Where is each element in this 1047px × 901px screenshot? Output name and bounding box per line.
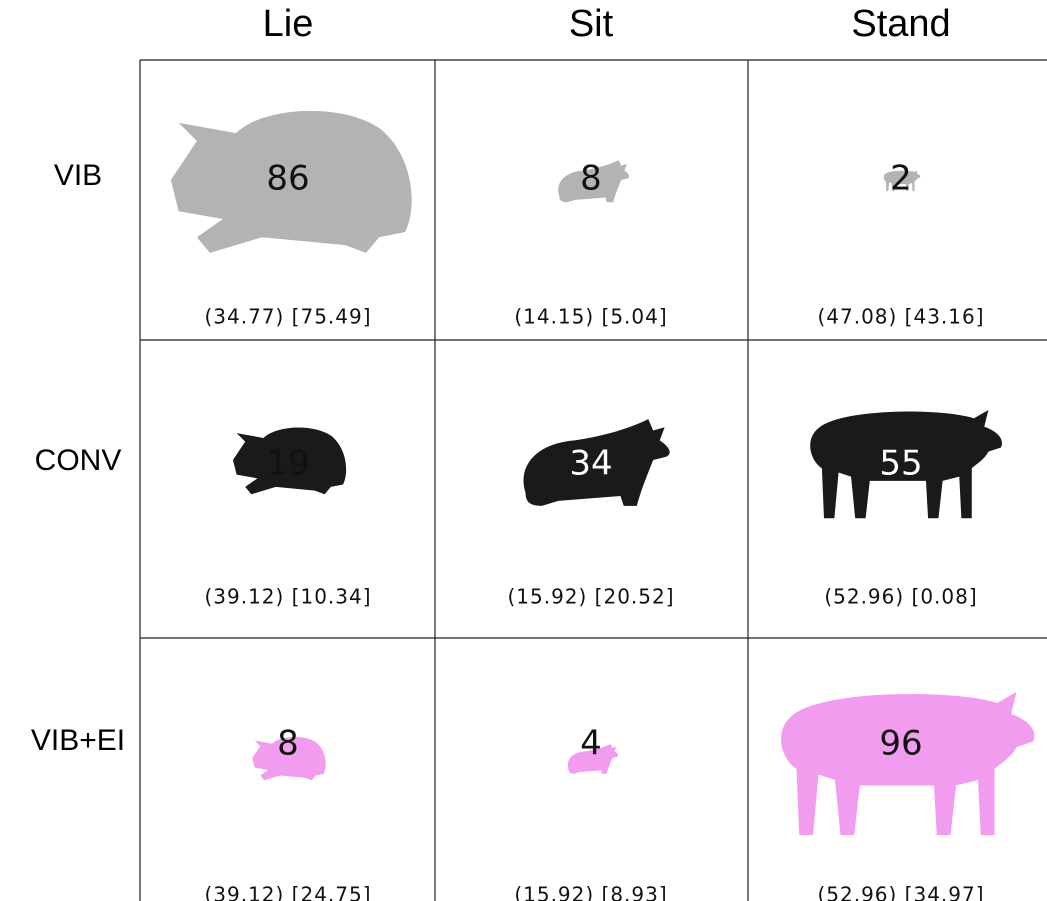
cell-value: 8 bbox=[580, 159, 602, 199]
pig-icon bbox=[170, 110, 412, 253]
cell-note: (15.92) [20.52] bbox=[507, 585, 674, 609]
pig-icon bbox=[558, 160, 630, 203]
cell-value: 55 bbox=[879, 444, 922, 484]
cell-note: (52.96) [0.08] bbox=[824, 585, 977, 609]
pig-icon bbox=[781, 692, 1035, 835]
cell-value: 4 bbox=[580, 724, 602, 764]
pig-icon bbox=[232, 427, 347, 495]
row-header: VIB bbox=[54, 159, 102, 192]
grid bbox=[139, 59, 1047, 901]
cell-value: 2 bbox=[890, 159, 912, 199]
pig-icon bbox=[252, 736, 326, 781]
cell-value: 96 bbox=[879, 724, 922, 764]
cell-note: (14.15) [5.04] bbox=[514, 305, 667, 329]
column-header: Lie bbox=[263, 3, 314, 45]
cell-note: (52.96) [34.97] bbox=[817, 883, 984, 901]
cell-note: (47.08) [43.16] bbox=[817, 305, 984, 329]
column-header: Stand bbox=[851, 3, 950, 45]
pig-icon bbox=[523, 419, 670, 506]
cell-value: 8 bbox=[277, 724, 299, 764]
column-header: Sit bbox=[569, 3, 614, 45]
cell-note: (15.92) [8.93] bbox=[514, 883, 667, 901]
cell-value: 19 bbox=[266, 444, 309, 484]
cell-note: (34.77) [75.49] bbox=[204, 305, 371, 329]
pig-icon bbox=[810, 410, 1002, 519]
pig-icon bbox=[883, 170, 921, 192]
cell-value: 34 bbox=[569, 444, 612, 484]
cell-note: (39.12) [10.34] bbox=[204, 585, 371, 609]
cell-note: (39.12) [24.75] bbox=[204, 883, 371, 901]
cell-value: 86 bbox=[266, 159, 309, 199]
row-header: VIB+EI bbox=[31, 724, 125, 757]
row-header: CONV bbox=[35, 444, 122, 477]
pig-icon bbox=[567, 743, 618, 774]
